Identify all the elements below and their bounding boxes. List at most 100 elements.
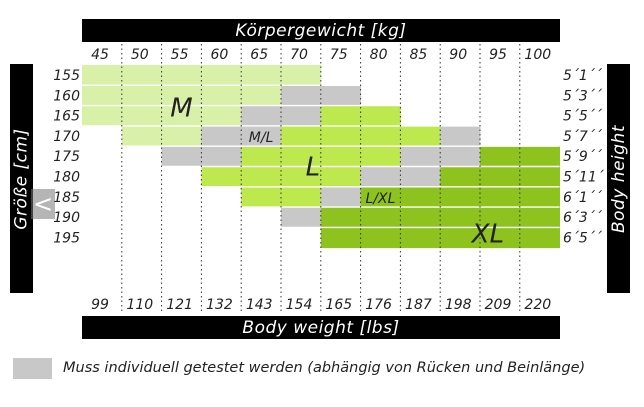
x-tick-lbs: 132 (206, 297, 233, 313)
x-axis-title-kg: Körpergewicht [kg] (82, 19, 560, 42)
x-tick-kg: 100 (524, 47, 551, 63)
size-cell (82, 85, 123, 106)
x-tick-lbs: 143 (246, 297, 273, 313)
y-tick-ft: 5´3´´ (563, 88, 603, 104)
y-tick-ft: 6´5´´ (563, 230, 603, 246)
zone-label: XL (470, 220, 504, 250)
x-tick-kg: 60 (210, 47, 228, 63)
size-cell (440, 207, 481, 228)
x-tick-lbs: 209 (485, 297, 512, 313)
size-cell (201, 105, 242, 127)
size-cell (281, 186, 322, 208)
size-cell (320, 166, 361, 188)
size-cell (440, 186, 481, 208)
y-tick-cm: 185 (53, 190, 80, 206)
size-cell (241, 166, 282, 188)
size-cell (121, 65, 162, 86)
size-cell (281, 85, 322, 106)
y-tick-cm: 180 (53, 170, 80, 186)
x-tick-lbs: 154 (286, 297, 313, 313)
size-cell (320, 105, 361, 127)
size-cell (281, 207, 322, 228)
y-tick-ft: 6´1´´ (563, 190, 603, 206)
size-cell (281, 166, 322, 188)
size-cell (480, 146, 521, 167)
size-cell (161, 125, 202, 147)
y-tick-cm: 155 (53, 68, 80, 84)
size-cell (241, 105, 282, 127)
x-tick-kg: 50 (131, 47, 149, 63)
size-cell (440, 146, 481, 167)
y-tick-ft: 5´1´´ (563, 68, 603, 84)
size-cell (440, 166, 481, 188)
size-cell (281, 65, 322, 86)
size-cell (281, 125, 322, 147)
size-cell (121, 85, 162, 106)
zone-label: L/XL (366, 191, 396, 207)
x-tick-kg: 90 (449, 47, 467, 63)
size-cell (360, 105, 401, 127)
x-tick-kg: 65 (250, 47, 268, 63)
size-cell (519, 186, 560, 208)
x-tick-kg: 55 (171, 47, 189, 63)
size-cell (201, 146, 242, 167)
y-tick-ft: 5´5´´ (563, 109, 603, 125)
y-tick-cm: 195 (53, 230, 80, 246)
size-cell (440, 227, 481, 249)
size-cell (320, 85, 361, 106)
size-cell (241, 186, 282, 208)
x-tick-lbs: 220 (524, 297, 551, 313)
y-tick-cm: 170 (53, 129, 80, 145)
zone-label: M (170, 94, 192, 124)
y-tick-cm: 190 (53, 210, 80, 226)
back-arrow-icon[interactable]: < (31, 189, 55, 219)
size-cell (320, 207, 361, 228)
size-cell (360, 146, 401, 167)
x-tick-kg: 70 (290, 47, 308, 63)
y-tick-cm: 175 (53, 149, 80, 165)
size-cell (121, 105, 162, 127)
size-cell (241, 85, 282, 106)
size-cell (360, 227, 401, 249)
size-cell (480, 227, 521, 249)
x-tick-kg: 75 (330, 47, 348, 63)
size-cell (519, 146, 560, 167)
size-cell (400, 207, 441, 228)
zone-label: L (306, 153, 321, 183)
size-cell (320, 186, 361, 208)
size-cell (519, 166, 560, 188)
y-tick-cm: 160 (53, 88, 80, 104)
size-cell (519, 227, 560, 249)
size-cell (480, 186, 521, 208)
x-tick-lbs: 110 (126, 297, 153, 313)
x-tick-lbs: 165 (325, 297, 352, 313)
size-cell (121, 125, 162, 147)
size-cell (201, 166, 242, 188)
x-tick-kg: 80 (370, 47, 388, 63)
size-cell (161, 85, 202, 106)
size-cell (400, 146, 441, 167)
x-tick-kg: 45 (91, 47, 109, 63)
y-tick-ft: 5´11´´ (563, 170, 612, 186)
y-tick-ft: 6´3´´ (563, 210, 603, 226)
size-cell (360, 125, 401, 147)
size-cell (201, 125, 242, 147)
y-tick-ft: 5´9´´ (563, 149, 603, 165)
size-cell (519, 207, 560, 228)
size-cell (161, 146, 202, 167)
x-tick-lbs: 187 (405, 297, 432, 313)
x-tick-lbs: 99 (91, 297, 109, 313)
size-cell (440, 125, 481, 147)
size-cell (480, 166, 521, 188)
x-tick-kg: 85 (409, 47, 427, 63)
size-cell (281, 146, 322, 167)
y-axis-title-height-bar: Body height (607, 64, 630, 293)
x-tick-lbs: 176 (365, 297, 392, 313)
x-tick-lbs: 198 (445, 297, 472, 313)
size-cell (161, 65, 202, 86)
size-cell (82, 105, 123, 127)
size-cell (400, 125, 441, 147)
x-tick-kg: 95 (489, 47, 507, 63)
size-cell (360, 166, 401, 188)
size-cell (400, 186, 441, 208)
